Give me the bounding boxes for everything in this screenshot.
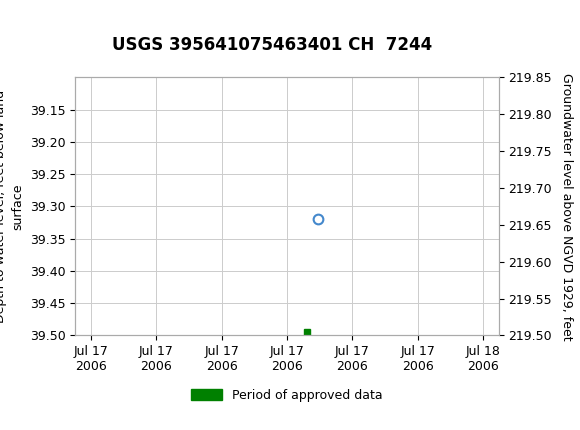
Y-axis label: Groundwater level above NGVD 1929, feet: Groundwater level above NGVD 1929, feet	[560, 73, 574, 340]
Legend: Period of approved data: Period of approved data	[186, 384, 388, 406]
Text: USGS: USGS	[39, 10, 90, 28]
Text: USGS 395641075463401 CH  7244: USGS 395641075463401 CH 7244	[113, 36, 433, 54]
Y-axis label: Depth to water level, feet below land
surface: Depth to water level, feet below land su…	[0, 90, 24, 323]
